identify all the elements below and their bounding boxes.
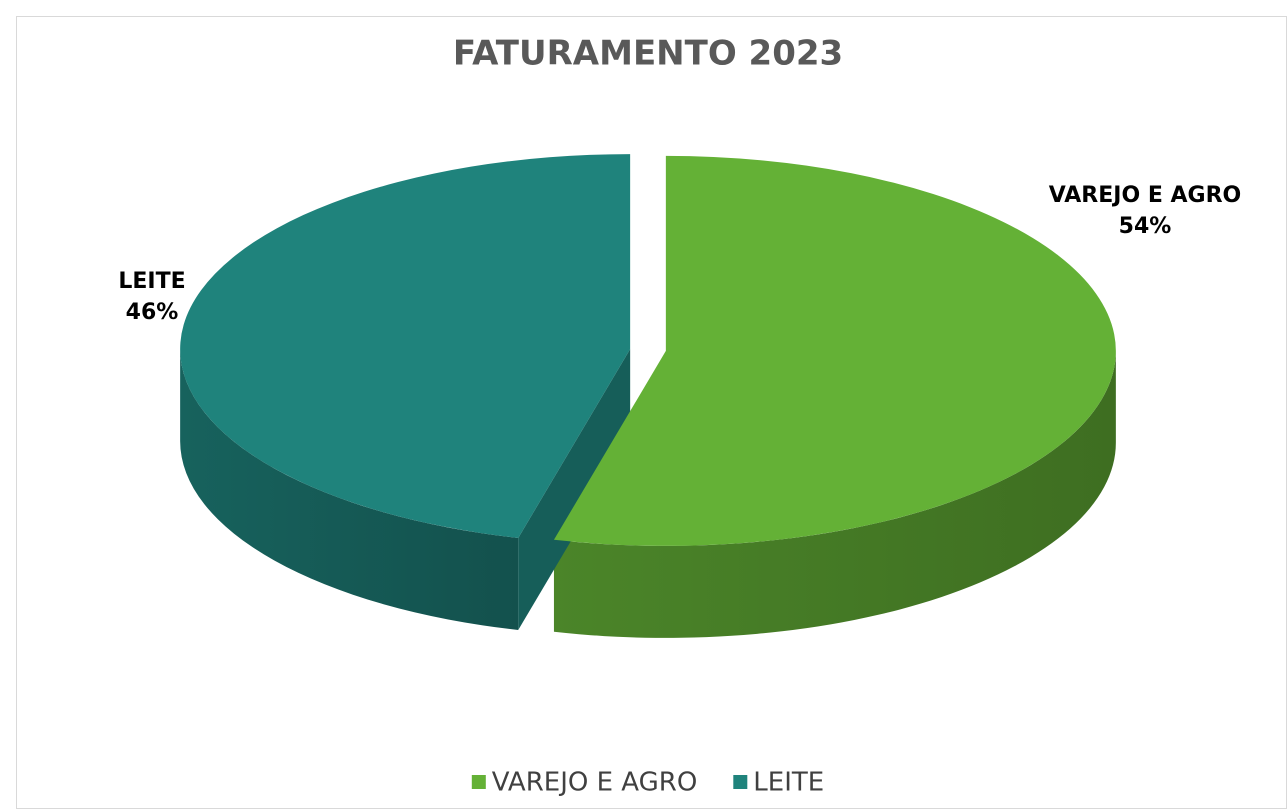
legend-swatch — [471, 775, 486, 789]
slice-side — [553, 350, 1116, 638]
pie-slice — [180, 154, 631, 538]
data-label-category: VAREJO E AGRO — [1049, 183, 1242, 208]
data-label-value: 46% — [126, 300, 179, 325]
pie-slice — [553, 155, 1116, 546]
legend-swatch — [733, 775, 748, 789]
legend-label: VAREJO E AGRO — [492, 768, 698, 798]
slice-side — [180, 349, 519, 630]
data-label-category: LEITE — [118, 269, 185, 294]
slice-cut-face — [518, 349, 631, 630]
data-label-value: 54% — [1119, 214, 1172, 239]
chart-title: FATURAMENTO 2023 — [453, 34, 843, 74]
legend-label: LEITE — [753, 768, 824, 798]
